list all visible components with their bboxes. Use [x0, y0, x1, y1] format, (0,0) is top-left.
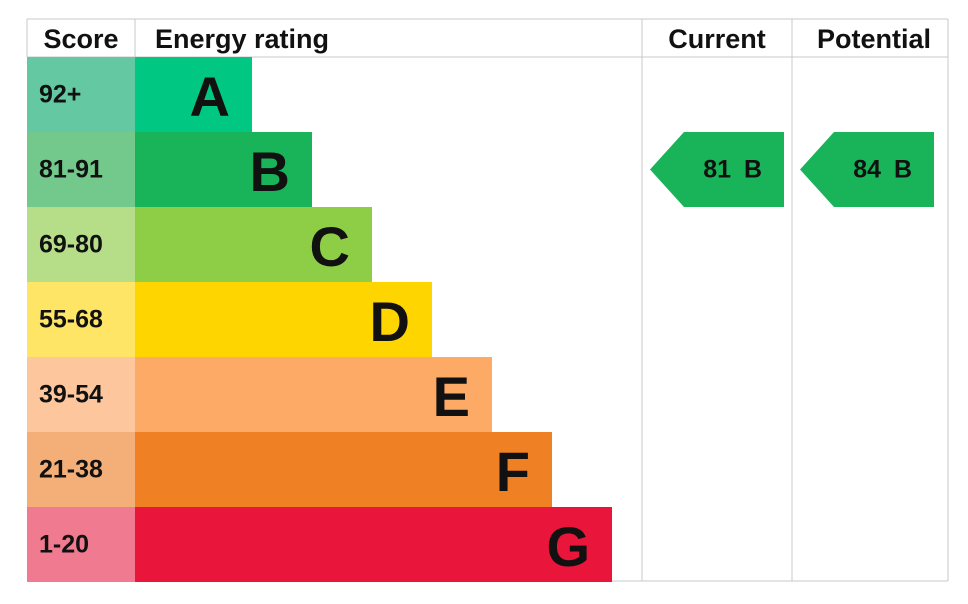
current-header: Current — [668, 24, 766, 54]
potential-header: Potential — [817, 24, 931, 54]
score-header: Score — [43, 24, 118, 54]
current-arrow — [650, 132, 784, 207]
rating-letter: C — [310, 215, 350, 278]
rating-letter: G — [546, 515, 590, 578]
rating-bar — [135, 282, 432, 357]
score-range: 55-68 — [39, 306, 103, 334]
score-cell — [27, 432, 135, 507]
rating-bar — [135, 57, 252, 132]
rating-bar — [135, 132, 312, 207]
score-range: 81-91 — [39, 156, 103, 184]
rating-bar — [135, 357, 492, 432]
rating-letter: B — [250, 140, 290, 203]
score-range: 92+ — [39, 81, 81, 109]
potential-arrow — [800, 132, 934, 207]
rating-bar — [135, 432, 552, 507]
rating-bar — [135, 207, 372, 282]
score-range: 1-20 — [39, 531, 89, 559]
current-letter: B — [744, 156, 762, 184]
rating-letter: A — [190, 65, 230, 128]
current-score: 81 — [703, 156, 731, 184]
rating-bar — [135, 507, 612, 582]
score-range: 69-80 — [39, 231, 103, 259]
score-cell — [27, 57, 135, 132]
score-cell — [27, 132, 135, 207]
score-range: 39-54 — [39, 381, 103, 409]
rating-letter: D — [370, 290, 410, 353]
score-cell — [27, 507, 135, 582]
rating-letter: F — [496, 440, 530, 503]
potential-score: 84 — [853, 156, 881, 184]
rating-header: Energy rating — [155, 24, 329, 54]
score-cell — [27, 357, 135, 432]
rating-letter: E — [433, 365, 470, 428]
score-cell — [27, 282, 135, 357]
score-range: 21-38 — [39, 456, 103, 484]
score-cell — [27, 207, 135, 282]
potential-letter: B — [894, 156, 912, 184]
